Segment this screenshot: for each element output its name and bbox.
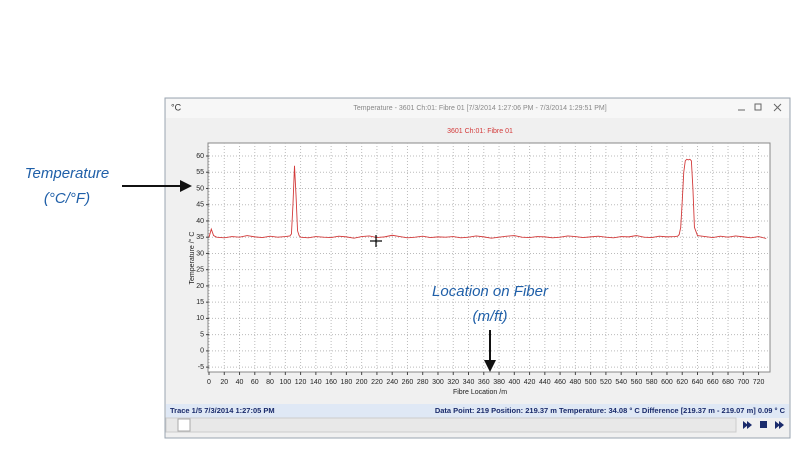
annotation: (°C/°F)	[44, 190, 90, 207]
chart-title: 3601 Ch:01: Fibre 01	[447, 128, 513, 135]
x-tick-label: 480	[570, 379, 582, 386]
x-tick-label: 80	[266, 379, 274, 386]
x-tick-label: 440	[539, 379, 551, 386]
x-axis-label: Fibre Location /m	[453, 389, 507, 396]
window-buttons[interactable]	[738, 103, 782, 112]
x-tick-label: 320	[447, 379, 459, 386]
y-tick-label: 50	[196, 185, 204, 192]
arrow	[122, 180, 192, 192]
x-tick-label: 720	[753, 379, 765, 386]
y-tick-label: 15	[196, 299, 204, 306]
x-tick-label: 380	[493, 379, 505, 386]
playback-buttons[interactable]	[743, 421, 784, 429]
x-tick-label: 620	[676, 379, 688, 386]
arrow	[484, 330, 496, 372]
x-tick-label: 500	[585, 379, 597, 386]
y-axis-label: Temperature /° C	[188, 232, 196, 285]
y-tick-label: 40	[196, 218, 204, 225]
y-tick-label: 0	[200, 348, 204, 355]
scroll-thumb[interactable]	[177, 418, 191, 432]
y-tick-label: 30	[196, 250, 204, 257]
x-tick-label: 280	[417, 379, 429, 386]
window-title: Temperature - 3601 Ch:01: Fibre 01 [7/3/…	[353, 105, 606, 112]
x-tick-label: 640	[692, 379, 704, 386]
status-right: Data Point: 219 Position: 219.37 m Tempe…	[435, 406, 786, 415]
scrollbar[interactable]	[165, 417, 737, 433]
y-tick-label: 55	[196, 169, 204, 176]
x-tick-label: 340	[463, 379, 475, 386]
status-bar	[166, 404, 789, 418]
x-tick-label: 660	[707, 379, 719, 386]
y-tick-label: 20	[196, 283, 204, 290]
y-tick-label: 25	[196, 267, 204, 274]
x-tick-label: 680	[722, 379, 734, 386]
data-line	[208, 158, 767, 239]
x-tick-label: 240	[386, 379, 398, 386]
x-tick-label: 420	[524, 379, 536, 386]
x-tick-label: 600	[661, 379, 673, 386]
y-tick-label: 10	[196, 315, 204, 322]
y-tick-label: 5	[200, 331, 204, 338]
status-left: Trace 1/5 7/3/2014 1:27:05 PM	[170, 406, 275, 415]
x-tick-label: 560	[631, 379, 643, 386]
annotation: (m/ft)	[473, 308, 508, 325]
y-tick-label: 45	[196, 202, 204, 209]
x-tick-label: 700	[737, 379, 749, 386]
x-tick-label: 140	[310, 379, 322, 386]
annotation: Temperature	[25, 165, 110, 182]
x-tick-label: 160	[325, 379, 337, 386]
x-tick-label: 20	[220, 379, 228, 386]
x-tick-label: 120	[295, 379, 307, 386]
x-tick-label: 180	[341, 379, 353, 386]
y-tick-label: -5	[198, 364, 204, 371]
y-tick-label: 35	[196, 234, 204, 241]
x-tick-label: 580	[646, 379, 658, 386]
window-icon: °C	[171, 102, 182, 112]
title-bar	[166, 99, 789, 118]
x-tick-label: 40	[236, 379, 244, 386]
y-tick-label: 60	[196, 153, 204, 160]
x-tick-label: 0	[207, 379, 211, 386]
x-tick-label: 60	[251, 379, 259, 386]
x-tick-label: 260	[402, 379, 414, 386]
annotation: Location on Fiber	[432, 283, 549, 300]
x-tick-label: 540	[615, 379, 627, 386]
x-tick-label: 520	[600, 379, 612, 386]
x-tick-label: 360	[478, 379, 490, 386]
cursor	[370, 235, 382, 247]
x-tick-label: 460	[554, 379, 566, 386]
x-tick-label: 220	[371, 379, 383, 386]
x-tick-label: 300	[432, 379, 444, 386]
x-tick-label: 100	[279, 379, 291, 386]
x-tick-label: 400	[508, 379, 520, 386]
x-tick-label: 200	[356, 379, 368, 386]
